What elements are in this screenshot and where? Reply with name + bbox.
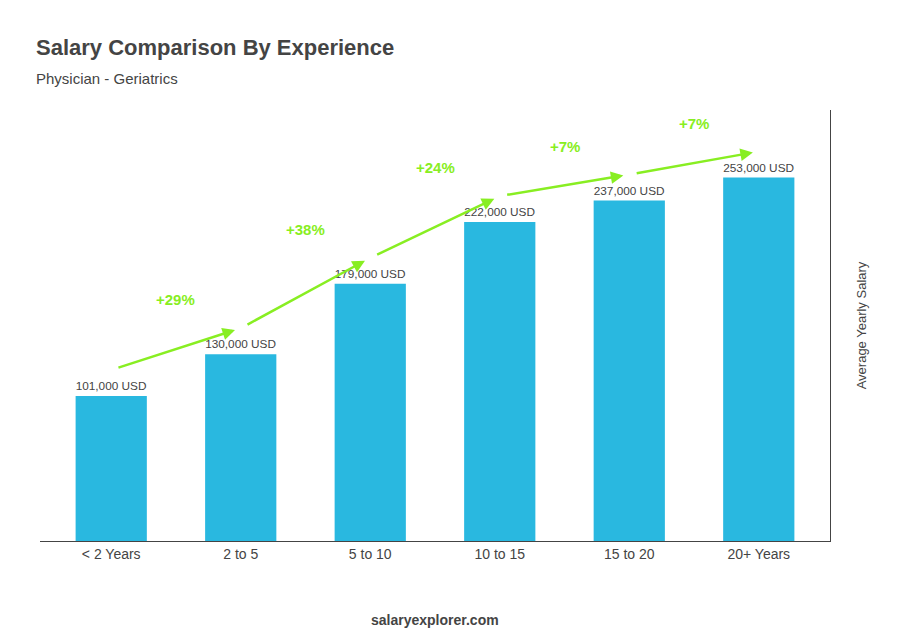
- svg-text:101,000 USD: 101,000 USD: [76, 379, 147, 393]
- svg-text:+29%: +29%: [156, 291, 195, 308]
- svg-text:< 2 Years: < 2 Years: [82, 546, 141, 562]
- svg-text:20+ Years: 20+ Years: [727, 546, 790, 562]
- svg-text:10 to 15: 10 to 15: [474, 546, 525, 562]
- svg-text:5 to 10: 5 to 10: [349, 546, 392, 562]
- svg-text:2 to 5: 2 to 5: [223, 546, 258, 562]
- svg-text:15 to 20: 15 to 20: [604, 546, 655, 562]
- svg-text:+38%: +38%: [286, 221, 325, 238]
- svg-text:222,000 USD: 222,000 USD: [464, 205, 535, 219]
- svg-text:Average Yearly Salary: Average Yearly Salary: [854, 261, 869, 389]
- svg-text:Physician - Geriatrics: Physician - Geriatrics: [36, 70, 178, 87]
- svg-text:+24%: +24%: [416, 159, 455, 176]
- svg-text:salaryexplorer.com: salaryexplorer.com: [371, 612, 499, 628]
- svg-text:130,000 USD: 130,000 USD: [205, 337, 276, 351]
- svg-text:+7%: +7%: [550, 138, 580, 155]
- svg-text:Salary Comparison By Experienc: Salary Comparison By Experience: [36, 35, 394, 60]
- svg-text:237,000 USD: 237,000 USD: [594, 184, 665, 198]
- svg-text:+7%: +7%: [679, 115, 709, 132]
- svg-text:253,000 USD: 253,000 USD: [723, 161, 794, 175]
- svg-text:179,000 USD: 179,000 USD: [335, 267, 406, 281]
